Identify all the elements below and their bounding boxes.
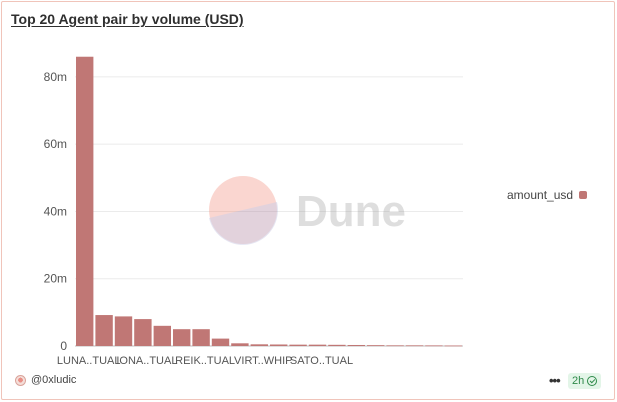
check-circle-icon: [587, 376, 598, 386]
bar[interactable]: [76, 56, 94, 347]
y-tick-label: 60m: [44, 137, 67, 151]
author-name: @0xludic: [31, 374, 77, 386]
x-tick-label: LUNA..TUAL: [57, 355, 121, 367]
bar[interactable]: [405, 345, 424, 347]
bar[interactable]: [289, 344, 307, 346]
legend-swatch: [579, 191, 588, 199]
bar[interactable]: [425, 345, 443, 347]
bar[interactable]: [114, 316, 133, 346]
avatar: [15, 374, 26, 386]
y-tick-label: 0: [60, 339, 67, 353]
age-label: 2h: [572, 375, 585, 387]
dune-watermark: Dune: [209, 176, 406, 245]
y-tick-label: 20m: [44, 272, 67, 286]
bar[interactable]: [386, 345, 404, 347]
bar[interactable]: [211, 338, 230, 346]
legend-item-amount-usd[interactable]: amount_usd: [507, 188, 588, 202]
watermark-text: Dune: [296, 187, 406, 236]
y-tick-label: 40m: [44, 204, 67, 218]
bar[interactable]: [270, 344, 288, 346]
bar[interactable]: [153, 325, 171, 346]
bar[interactable]: [95, 315, 113, 346]
chart-title[interactable]: Top 20 Agent pair by volume (USD): [11, 11, 244, 27]
age-badge: 2h: [568, 373, 602, 389]
bar[interactable]: [308, 344, 327, 346]
bar[interactable]: [134, 319, 152, 346]
bar[interactable]: [444, 345, 462, 347]
bar[interactable]: [347, 344, 365, 346]
x-tick-label: VIRT..WHIP: [234, 355, 292, 367]
x-tick-label: IONA..TUAL: [116, 355, 177, 367]
bar[interactable]: [231, 343, 249, 346]
y-axis-ticks: 0 20m 40m 60m 80m: [44, 70, 68, 353]
bar[interactable]: [328, 344, 346, 346]
bars: [76, 56, 462, 347]
x-tick-label: SATO..TUAL: [290, 355, 353, 367]
y-tick-label: 80m: [44, 70, 67, 84]
x-tick-label: REIK..TUAL: [175, 355, 235, 367]
bar[interactable]: [367, 345, 385, 346]
more-options-icon[interactable]: •••: [549, 373, 561, 388]
author-link[interactable]: @0xludic: [15, 374, 76, 386]
legend-label: amount_usd: [507, 188, 574, 202]
bar[interactable]: [192, 329, 210, 346]
bar[interactable]: [250, 344, 268, 346]
bar[interactable]: [173, 329, 191, 346]
